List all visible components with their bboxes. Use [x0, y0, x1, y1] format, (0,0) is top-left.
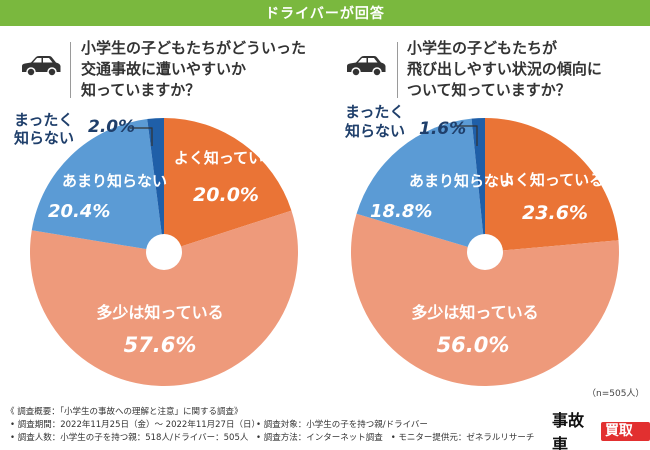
category-label: 知らない: [345, 122, 405, 140]
slice-well-known: [164, 118, 292, 252]
footer-title: 《 調査概要：「小学生の事故への理解と注意」に関する調査》: [6, 407, 243, 417]
left-question-row: 小学生の子どもたちがどういった 交通事故に遭いやすいか 知っていますか？: [0, 38, 325, 110]
logo-badge: 買取王: [600, 421, 650, 450]
right-donut-chart: よく知っている 23.6% 多少は知っている 56.0% あまり知らない 18.8% まった…: [345, 103, 619, 387]
value-label: 23.6%: [522, 202, 588, 224]
question-line: 小学生の子どもたちが: [407, 39, 558, 57]
footer-target: • 調査対象：小学生の子を持つ親/ドライバー: [256, 420, 428, 430]
slice-well-known: [485, 118, 619, 252]
footer-period: • 調査期間：2022年11月25日（金）～ 2022年11月27日（日）: [10, 420, 260, 430]
sample-size-note: （n=505人）: [587, 389, 645, 399]
footer-col-2: • 調査対象：小学生の子を持つ親/ドライバー • 調査方法：インターネット調査 …: [256, 419, 534, 445]
category-label: まったく: [345, 103, 404, 121]
car-icon: [22, 56, 61, 77]
category-label: よく知っている: [500, 171, 604, 189]
footer-method: • 調査方法：インターネット調査: [256, 433, 383, 443]
slice-not-much: [356, 118, 485, 252]
footer-provider: • モニター提供元：ゼネラルリサーチ: [390, 433, 535, 443]
footer-row: • 調査方法：インターネット調査 • モニター提供元：ゼネラルリサーチ: [256, 432, 534, 445]
slice-somewhat: [351, 213, 619, 387]
question-divider: [70, 42, 71, 98]
category-label: よく知っている: [174, 149, 278, 167]
leader-line: [456, 125, 478, 146]
question-line: 飛び出しやすい状況の傾向に: [407, 60, 602, 78]
category-label: あまり知らない: [409, 172, 514, 190]
slice-somewhat: [29, 210, 299, 387]
car-icon: [347, 56, 386, 77]
category-label: あまり知らない: [62, 172, 167, 190]
right-question-row: 小学生の子どもたちが 飛び出しやすい状況の傾向に ついて知っていますか？: [325, 38, 650, 110]
logo-text: 事故車: [552, 411, 585, 450]
question-line: 小学生の子どもたちがどういった: [81, 39, 307, 57]
donut-hole: [146, 234, 182, 270]
category-label: まったく: [14, 111, 73, 129]
value-label: 1.6%: [419, 119, 466, 139]
value-label: 56.0%: [437, 333, 510, 357]
header-banner: ドライバーが回答: [0, 0, 650, 26]
question-line: ついて知っていますか？: [407, 81, 571, 99]
slice-not-at-all: [147, 118, 164, 252]
question-line: 交通事故に遭いやすいか: [81, 60, 247, 78]
slice-not-at-all: [471, 118, 485, 252]
left-survey-panel: 小学生の子どもたちがどういった 交通事故に遭いやすいか 知っていますか？ よく知…: [0, 26, 325, 401]
slice-not-much: [31, 119, 164, 252]
left-question: 小学生の子どもたちがどういった 交通事故に遭いやすいか 知っていますか？: [81, 38, 306, 101]
survey-footer: 《 調査概要：「小学生の事故への理解と注意」に関する調査》 • 調査期間：202…: [6, 406, 546, 445]
category-label: 知らない: [14, 129, 74, 147]
category-label: 多少は知っている: [411, 303, 538, 322]
value-label: 57.6%: [124, 333, 197, 357]
footer-respondents: • 調査人数：小学生の子を持つ親：518人/ドライバー：505人: [10, 433, 249, 443]
company-logo: 事故車 買取王: [552, 411, 650, 450]
donut-hole: [467, 234, 503, 270]
right-question: 小学生の子どもたちが 飛び出しやすい状況の傾向に ついて知っていますか？: [407, 38, 602, 101]
category-label: 多少は知っている: [96, 303, 223, 322]
header-title: ドライバーが回答: [265, 6, 385, 22]
leader-line: [130, 127, 153, 146]
footer-col-1: • 調査期間：2022年11月25日（金）～ 2022年11月27日（日） • …: [10, 419, 260, 445]
value-label: 20.4%: [48, 201, 110, 222]
footer-details: • 調査期間：2022年11月25日（金）～ 2022年11月27日（日） • …: [6, 419, 546, 445]
value-label: 20.0%: [193, 184, 259, 206]
question-line: 知っていますか？: [81, 81, 201, 99]
value-label: 18.8%: [370, 201, 432, 222]
right-survey-panel: 小学生の子どもたちが 飛び出しやすい状況の傾向に ついて知っていますか？ よく知…: [325, 26, 650, 401]
question-divider: [397, 42, 398, 98]
left-donut-chart: よく知っている 20.0% 多少は知っている 57.6% あまり知らない 20.4% まった…: [14, 111, 299, 387]
value-label: 2.0%: [88, 117, 135, 137]
